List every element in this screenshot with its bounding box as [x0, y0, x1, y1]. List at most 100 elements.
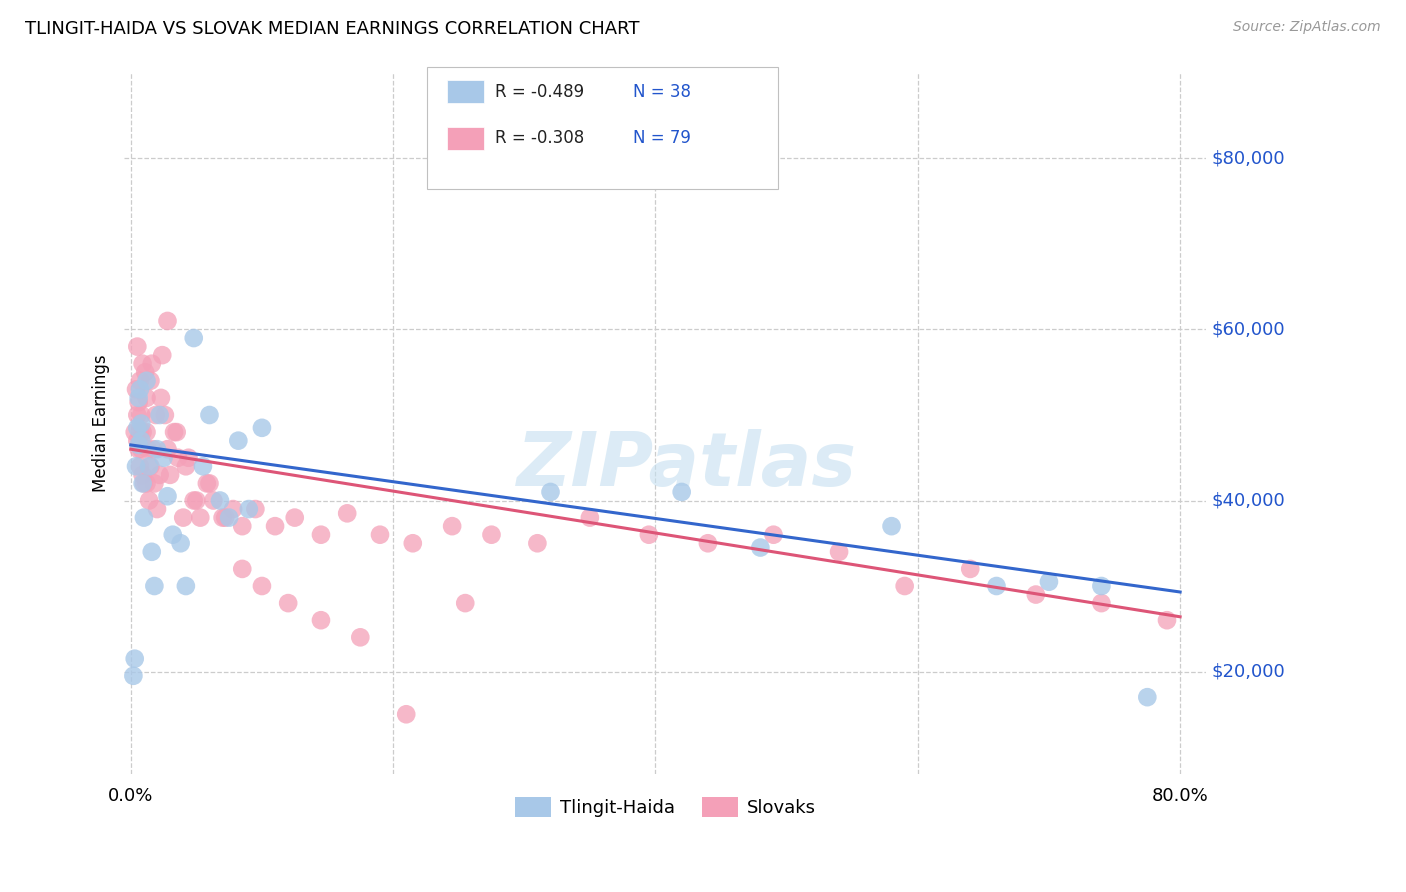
Point — [162, 527, 184, 541]
Point — [129, 417, 152, 431]
Point — [638, 527, 661, 541]
Point — [129, 459, 152, 474]
Point — [214, 510, 236, 524]
Point — [250, 579, 273, 593]
Point — [167, 450, 190, 465]
Text: $20,000: $20,000 — [1212, 663, 1285, 681]
Point — [128, 395, 150, 409]
Point — [441, 519, 464, 533]
Point — [142, 442, 165, 457]
Point — [481, 527, 503, 541]
Point — [145, 408, 167, 422]
Text: $80,000: $80,000 — [1212, 150, 1285, 168]
Point — [1136, 690, 1159, 705]
Point — [135, 425, 157, 439]
Point — [129, 382, 152, 396]
Point — [134, 365, 156, 379]
Point — [124, 651, 146, 665]
Point — [149, 408, 172, 422]
Point — [245, 502, 267, 516]
Point — [174, 579, 197, 593]
Point — [231, 519, 253, 533]
Point — [149, 391, 172, 405]
Point — [124, 425, 146, 439]
Point — [222, 502, 245, 516]
Point — [526, 536, 548, 550]
Text: Source: ZipAtlas.com: Source: ZipAtlas.com — [1233, 20, 1381, 34]
Point — [395, 707, 418, 722]
Text: N = 38: N = 38 — [633, 83, 690, 101]
Point — [309, 527, 332, 541]
Point — [402, 536, 425, 550]
Point — [122, 669, 145, 683]
Point — [125, 382, 148, 396]
Point — [172, 510, 194, 524]
Point — [152, 450, 174, 465]
Point — [143, 476, 166, 491]
Point — [159, 467, 181, 482]
Point — [127, 408, 149, 422]
Point — [166, 425, 188, 439]
Point — [238, 502, 260, 516]
Point — [125, 459, 148, 474]
Point — [250, 421, 273, 435]
Point — [671, 485, 693, 500]
Point — [129, 442, 152, 457]
Point — [139, 459, 162, 474]
Point — [696, 536, 718, 550]
Point — [540, 485, 562, 500]
Point — [169, 536, 191, 550]
Point — [129, 408, 152, 422]
Y-axis label: Median Earnings: Median Earnings — [93, 355, 110, 492]
Point — [188, 510, 211, 524]
Point — [129, 425, 152, 439]
Point — [893, 579, 915, 593]
Point — [454, 596, 477, 610]
Point — [146, 442, 169, 457]
Point — [1156, 613, 1178, 627]
Point — [368, 527, 391, 541]
Point — [127, 434, 149, 448]
Point — [127, 421, 149, 435]
Point — [228, 434, 250, 448]
Point — [150, 348, 173, 362]
Point — [127, 340, 149, 354]
Point — [128, 391, 150, 405]
Point — [191, 459, 214, 474]
Point — [1090, 579, 1112, 593]
Point — [156, 314, 179, 328]
Point — [143, 579, 166, 593]
Point — [138, 459, 160, 474]
Point — [129, 434, 152, 448]
Point — [1090, 596, 1112, 610]
Legend: Tlingit-Haida, Slovaks: Tlingit-Haida, Slovaks — [508, 789, 823, 825]
Point — [211, 510, 233, 524]
Point — [183, 331, 205, 345]
Point — [198, 476, 221, 491]
Point — [284, 510, 307, 524]
Point — [208, 493, 231, 508]
Point — [153, 408, 176, 422]
Point — [579, 510, 602, 524]
Point — [141, 357, 163, 371]
Point — [231, 562, 253, 576]
Point — [177, 450, 200, 465]
Point — [129, 374, 152, 388]
Point — [131, 357, 153, 371]
Point — [136, 442, 159, 457]
Point — [195, 476, 218, 491]
Point — [309, 613, 332, 627]
Point — [174, 459, 197, 474]
Point — [986, 579, 1008, 593]
Point — [762, 527, 785, 541]
Point — [959, 562, 981, 576]
Point — [163, 425, 186, 439]
Point — [131, 425, 153, 439]
Point — [880, 519, 903, 533]
Point — [264, 519, 287, 533]
Point — [202, 493, 225, 508]
Point — [183, 493, 205, 508]
Text: N = 79: N = 79 — [633, 129, 690, 147]
Text: R = -0.489: R = -0.489 — [495, 83, 583, 101]
Point — [139, 374, 162, 388]
